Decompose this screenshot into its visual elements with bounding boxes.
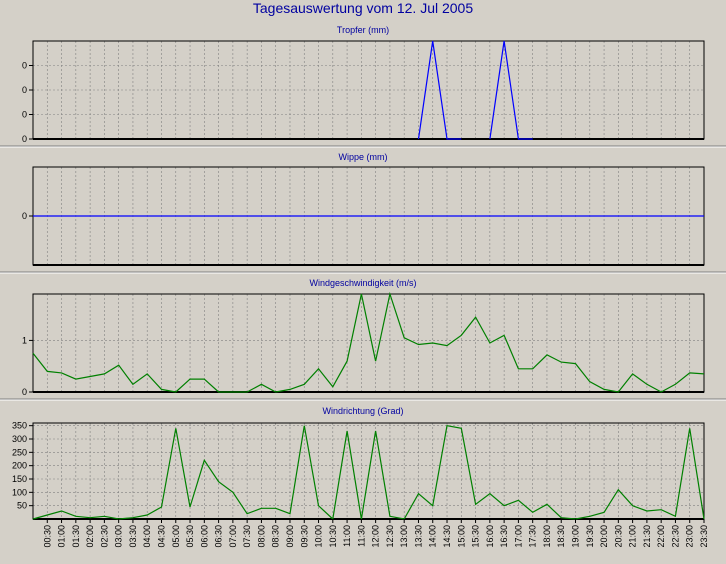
x-tick-label: 14:00 — [428, 525, 438, 548]
chart-title: Wippe (mm) — [339, 152, 388, 162]
x-tick-label: 05:00 — [171, 525, 181, 548]
y-tick-label: 350 — [12, 421, 27, 431]
chart-panel-1: 0 0 0 0 Tropfer (mm) — [0, 25, 726, 148]
x-tick-label: 04:30 — [156, 525, 166, 548]
x-tick-label: 02:00 — [85, 525, 95, 548]
x-tick-label: 18:00 — [542, 525, 552, 548]
page-title: Tagesauswertung vom 12. Jul 2005 — [252, 0, 474, 16]
y-tick-label: 0 — [22, 85, 27, 95]
series-line — [489, 40, 533, 140]
series-line — [32, 291, 705, 393]
x-tick-label: 16:00 — [485, 525, 495, 548]
x-tick-label: 20:30 — [613, 525, 623, 548]
y-tick-label: 150 — [12, 474, 27, 484]
x-tick-label: 01:00 — [57, 525, 67, 548]
x-tick-label: 02:30 — [99, 525, 109, 548]
x-tick-label: 17:00 — [513, 525, 523, 548]
x-tick-label: 15:00 — [456, 525, 466, 548]
x-tick-label: 23:00 — [685, 525, 695, 548]
x-tick-label: 22:00 — [656, 525, 666, 548]
plot-area — [33, 294, 704, 392]
x-tick-label: 06:30 — [214, 525, 224, 548]
y-tick-label: 0 — [22, 61, 27, 71]
x-tick-label: 10:00 — [314, 525, 324, 548]
x-tick-label: 16:30 — [499, 525, 509, 548]
plot-area — [33, 423, 704, 519]
chart-panel-2: 0 Wippe (mm) — [0, 152, 726, 274]
x-tick-label: 09:30 — [299, 525, 309, 548]
x-tick-label: 15:30 — [471, 525, 481, 548]
x-tick-label: 05:30 — [185, 525, 195, 548]
x-tick-label: 13:30 — [413, 525, 423, 548]
x-tick-label: 10:30 — [328, 525, 338, 548]
x-tick-label: 20:00 — [599, 525, 609, 548]
x-tick-label: 11:30 — [356, 525, 366, 547]
x-tick-label: 04:00 — [142, 525, 152, 548]
x-tick-label: 08:00 — [256, 525, 266, 548]
series-line — [32, 425, 705, 521]
y-tick-label: 100 — [12, 487, 27, 497]
x-tick-label: 21:30 — [642, 525, 652, 548]
x-tick-label: 09:00 — [285, 525, 295, 548]
x-tick-label: 23:30 — [699, 525, 709, 548]
x-tick-label: 03:30 — [128, 525, 138, 548]
x-tick-label: 19:00 — [571, 525, 581, 548]
series-line — [417, 40, 462, 140]
x-tick-label: 19:30 — [585, 525, 595, 548]
x-tick-label: 06:00 — [199, 525, 209, 548]
x-tick-label: 21:00 — [628, 525, 638, 548]
x-tick-label: 14:30 — [442, 525, 452, 548]
y-tick-label: 300 — [12, 434, 27, 444]
x-tick-label: 07:30 — [242, 525, 252, 548]
y-tick-label: 200 — [12, 461, 27, 471]
x-tick-label: 13:00 — [399, 525, 409, 548]
chart-panel-3: 0 1 Windgeschwindigkeit (m/s) — [0, 278, 726, 401]
y-tick-label: 0 — [22, 134, 27, 144]
x-tick-label: 08:30 — [271, 525, 281, 548]
chart-title: Tropfer (mm) — [337, 25, 389, 35]
y-tick-label: 0 — [22, 387, 27, 397]
x-tick-label: 17:30 — [528, 525, 538, 548]
y-tick-label: 1 — [22, 335, 27, 345]
x-tick-label: 00:30 — [42, 525, 52, 548]
y-tick-label: 0 — [22, 211, 27, 221]
y-tick-label: 250 — [12, 447, 27, 457]
chart-panel-4: 50 100 150 200 250 300 350 Windrichtung (Grad) — [12, 406, 705, 521]
x-tick-label: 07:00 — [228, 525, 238, 548]
plot-area — [33, 41, 704, 139]
x-tick-label: 03:00 — [114, 525, 124, 548]
x-tick-label: 22:30 — [670, 525, 680, 548]
x-tick-label: 12:00 — [371, 525, 381, 548]
y-tick-label: 50 — [17, 501, 27, 511]
x-tick-label: 18:30 — [556, 525, 566, 548]
chart-title: Windrichtung (Grad) — [322, 406, 403, 416]
chart-title: Windgeschwindigkeit (m/s) — [309, 278, 416, 288]
x-tick-label: 01:30 — [71, 525, 81, 548]
x-tick-label: 11:00 — [342, 525, 352, 547]
y-tick-label: 0 — [22, 110, 27, 120]
x-tick-label: 12:30 — [385, 525, 395, 548]
